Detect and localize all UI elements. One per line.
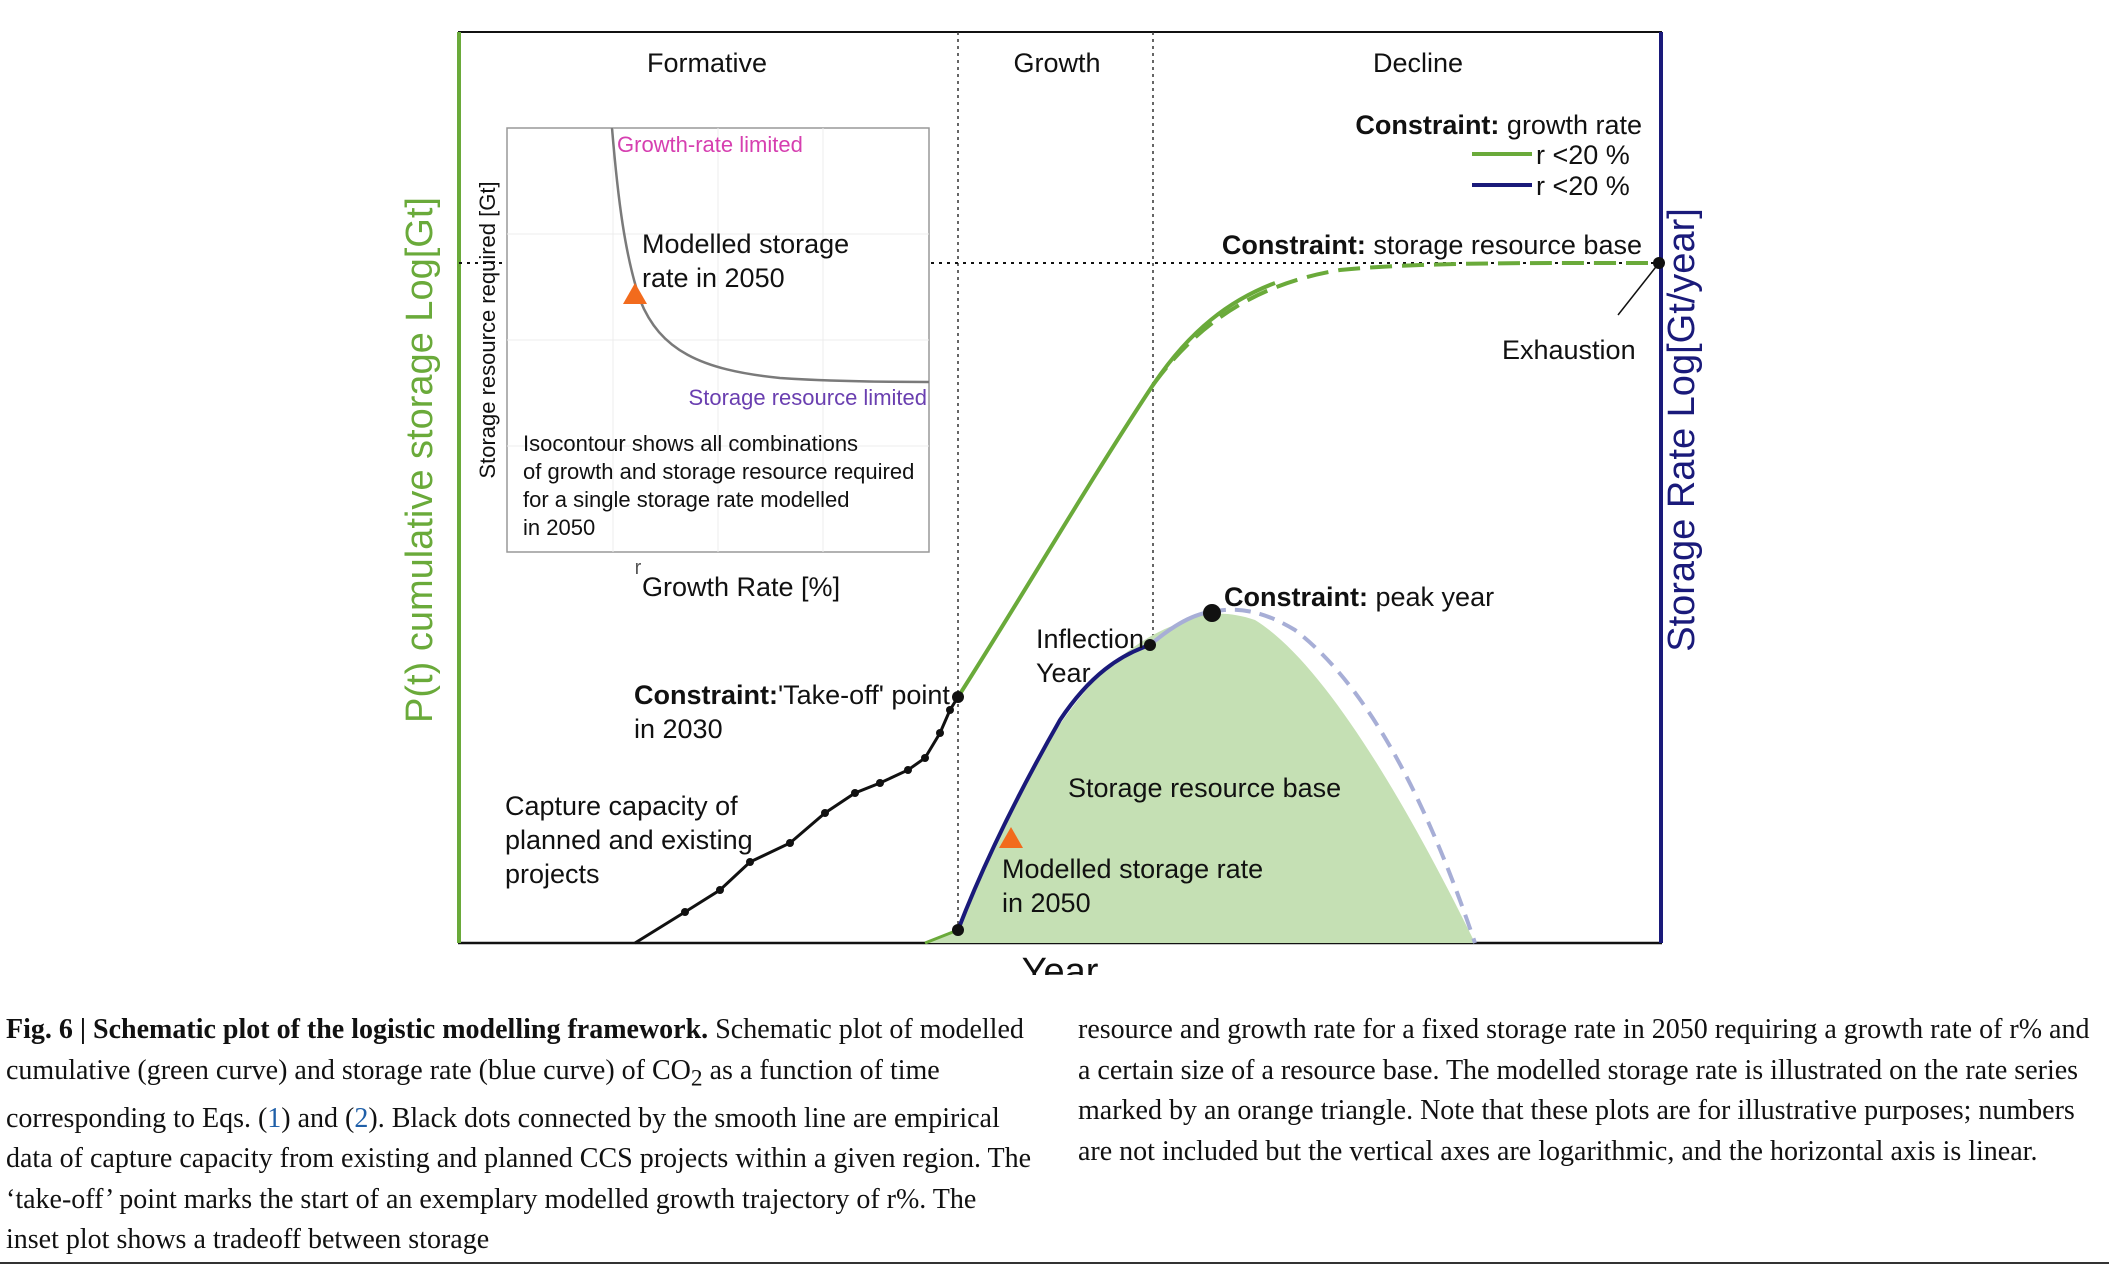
phase-label-decline: Decline	[1373, 48, 1463, 78]
rate-start-point	[952, 924, 964, 936]
phase-label-growth: Growth	[1013, 48, 1100, 78]
capture-label-line2: planned and existing	[505, 825, 753, 855]
capture-capacity-point	[681, 908, 689, 916]
modelled-rate-label-line1: Modelled storage rate	[1002, 854, 1263, 884]
legend-title: Constraint: growth rate	[1355, 110, 1642, 140]
caption-text-d: ). Black dots connected by the smooth li…	[6, 1102, 1032, 1256]
inflection-label-line2: Year	[1036, 658, 1091, 688]
capture-label-line3: projects	[505, 859, 600, 889]
caption-equation-ref-1[interactable]: 1	[267, 1102, 282, 1134]
storage-base-constraint: Constraint: storage resource base	[1222, 230, 1642, 260]
inset-iso-line4: in 2050	[523, 515, 595, 540]
inset-modelled-line1: Modelled storage	[642, 229, 849, 259]
capture-capacity-point	[786, 839, 794, 847]
inset-iso-line3: for a single storage rate modelled	[523, 487, 850, 512]
inset-x-tick: r	[635, 557, 642, 579]
inset-grid	[507, 128, 929, 552]
cumulative-curve-solid	[956, 281, 1276, 699]
exhaustion-pointer	[1617, 262, 1660, 316]
phase-label-formative: Formative	[647, 48, 767, 78]
figure-caption: Fig. 6 | Schematic plot of the logistic …	[6, 1010, 2104, 1255]
inset-iso-line2: of growth and storage resource required	[523, 459, 914, 484]
inset-modelled-line2: rate in 2050	[642, 263, 785, 293]
modelled-rate-label-line2: in 2050	[1002, 888, 1091, 918]
inset-y-label: Storage resource required [Gt]	[475, 181, 500, 478]
x-axis-label: Year	[1022, 951, 1099, 975]
capture-capacity-point	[936, 729, 944, 737]
caption-text-c: ) and (	[281, 1102, 355, 1134]
inflection-label-line1: Inflection	[1036, 624, 1144, 654]
inset-storage-limited: Storage resource limited	[689, 385, 927, 410]
caption-column-2: resource and growth rate for a fixed sto…	[1078, 1010, 2104, 1240]
caption-co2-subscript: 2	[690, 1065, 703, 1092]
isocontour-curve	[610, 127, 930, 384]
schematic-figure: Formative Growth Decline P(t) cumulative…	[399, 31, 1703, 975]
inset-growth-limited: Growth-rate limited	[617, 132, 803, 157]
rate-curve-decline	[1209, 607, 1477, 944]
bottom-rule	[0, 1262, 2109, 1264]
capture-capacity-point	[851, 789, 859, 797]
caption-text-col2: resource and growth rate for a fixed sto…	[1078, 1014, 2090, 1167]
capture-capacity-point	[716, 886, 724, 894]
legend-label-2: r <20 %	[1536, 171, 1630, 201]
caption-text-b: as a function of time corresponding to E…	[6, 1054, 940, 1134]
capture-capacity-point	[746, 858, 754, 866]
takeoff-point	[952, 691, 964, 703]
caption-text-a: Schematic plot of modelled cumulative (g…	[6, 1014, 1024, 1086]
takeoff-year: in 2030	[634, 714, 723, 744]
capture-capacity-point	[876, 779, 884, 787]
modelled-rate-marker	[999, 827, 1023, 848]
inset-iso-line1: Isocontour shows all combinations	[523, 431, 858, 456]
peak-point	[1203, 604, 1221, 622]
left-axis-label: P(t) cumulative storage Log[Gt]	[399, 197, 441, 723]
right-axis-label: Storage Rate Log[Gt/year]	[1661, 208, 1703, 652]
takeoff-constraint: Constraint:'Take-off' point	[634, 680, 950, 710]
capture-capacity-point	[921, 754, 929, 762]
rate-curve-growth	[956, 643, 1151, 931]
resource-base-label: Storage resource base	[1068, 773, 1341, 803]
caption-figure-label: Fig. 6 | Schematic plot of the logistic …	[6, 1014, 709, 1045]
peak-constraint: Constraint: peak year	[1224, 582, 1494, 612]
legend-label-1: r <20 %	[1536, 140, 1630, 170]
inset-x-label: Growth Rate [%]	[642, 572, 840, 602]
caption-column-1: Fig. 6 | Schematic plot of the logistic …	[6, 1010, 1032, 1255]
cumulative-curve-dashed	[1151, 260, 1662, 387]
exhaustion-label: Exhaustion	[1502, 335, 1636, 365]
inflection-point	[1144, 639, 1156, 651]
caption-equation-ref-2[interactable]: 2	[354, 1102, 369, 1134]
resource-base-area	[958, 613, 1475, 943]
capture-capacity-point	[904, 766, 912, 774]
inset-plot: Growth-rate limited Modelled storage rat…	[475, 127, 930, 602]
capture-capacity-point	[821, 809, 829, 817]
capture-capacity-points	[681, 706, 954, 916]
inset-modelled-marker	[623, 283, 647, 304]
capture-label-line1: Capture capacity of	[505, 791, 738, 821]
capture-capacity-point	[946, 706, 954, 714]
